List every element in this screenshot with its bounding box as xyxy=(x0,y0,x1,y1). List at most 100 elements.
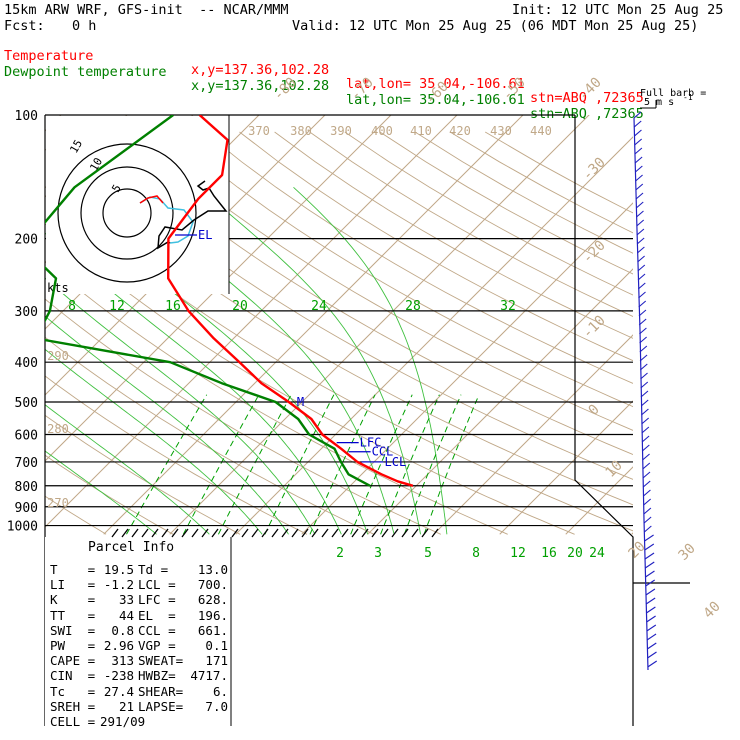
hatch-stub xyxy=(221,528,229,538)
wind-barb xyxy=(643,489,651,497)
parcel-info-cell: CELL = xyxy=(50,714,96,729)
wind-barb xyxy=(641,435,650,443)
mixing-ratio-label: 16 xyxy=(541,546,557,561)
mixing-ratio-line xyxy=(182,394,260,535)
hodograph-ring xyxy=(102,188,152,238)
hatch-stub xyxy=(171,528,179,538)
parcel-info-cell: 313 xyxy=(111,653,134,669)
isotherm-line xyxy=(45,115,392,462)
wind-barb xyxy=(645,597,656,605)
parcel-info-cell: 4717. xyxy=(190,668,228,684)
mixing-ratio-label: 8 xyxy=(472,546,480,561)
hatch-stub xyxy=(431,528,439,538)
wind-barb xyxy=(647,651,657,659)
wind-barb xyxy=(638,291,646,299)
theta-label: 380 xyxy=(290,124,312,138)
isotherm-line xyxy=(235,136,633,535)
theta-label: 400 xyxy=(371,124,393,138)
dry-adiabat-line xyxy=(274,131,633,339)
pressure-tick-label: 600 xyxy=(15,428,38,443)
moist-adiabat-label: 8 xyxy=(68,299,76,314)
wind-barb xyxy=(635,183,644,191)
theta-label: 420 xyxy=(449,124,471,138)
hatch-stub xyxy=(211,528,219,538)
wind-barb xyxy=(635,201,644,209)
hatch-stub xyxy=(261,528,269,538)
frame-right xyxy=(574,115,634,726)
parcel-box-bg xyxy=(45,537,231,727)
hodograph-trace-lower xyxy=(139,196,194,244)
parcel-info-cell: LFC = xyxy=(138,592,176,608)
wind-barb xyxy=(646,642,657,650)
dry-adiabat-line xyxy=(309,131,633,317)
wind-barb xyxy=(640,390,649,398)
parcel-info-cell: 0.1 xyxy=(205,638,228,653)
parcel-info-cell: 171 xyxy=(205,653,228,669)
wind-barb xyxy=(646,615,656,623)
wind-barb xyxy=(641,408,649,416)
mixing-ratio-line xyxy=(403,394,462,535)
parcel-info-cell: CIN = xyxy=(50,668,96,684)
hatch-stub xyxy=(161,528,169,538)
wind-barb xyxy=(642,462,651,470)
temperature-legend: Temperature x,y=137.36,102.28 lat,lon= 3… xyxy=(4,35,644,105)
dewpoint-legend-latlon: lat,lon= 35.04,-106.61 xyxy=(346,92,525,108)
wind-barb xyxy=(644,552,655,560)
wind-barb xyxy=(646,633,657,641)
dry-adiabat-line xyxy=(133,131,633,431)
barb-scale-label: Full barb = xyxy=(640,88,706,99)
hatch-stub xyxy=(131,528,139,538)
mixing-ratio-line xyxy=(423,394,480,535)
wind-barb xyxy=(634,165,643,173)
hatch-stub xyxy=(361,528,369,538)
mixing-ratio-label: 24 xyxy=(589,546,605,561)
parcel-info-cell: CAPE = xyxy=(50,653,96,669)
barb-scale-exp: -1 xyxy=(683,93,693,102)
dry-adiabat-line xyxy=(344,131,633,296)
parcel-info-cell: VGP = xyxy=(138,638,176,653)
wind-barb xyxy=(641,426,650,434)
parcel-info-cell: LCL = xyxy=(138,577,176,593)
hatch-stub xyxy=(311,528,319,538)
parcel-info-cell: 700. xyxy=(197,577,228,593)
parcel-info-cell: EL = xyxy=(138,607,176,623)
parcel-info-cell: SREH = xyxy=(50,698,96,714)
wind-barb xyxy=(645,570,655,578)
wind-barb xyxy=(644,561,655,569)
barb-scale-unit: 5 m s xyxy=(644,97,674,108)
temperature-legend-latlon: lat,lon= 35.04,-106.61 xyxy=(346,76,525,92)
mixing-ratio-label: 20 xyxy=(567,546,583,561)
hatch-stub xyxy=(191,528,199,538)
theta-label: 290 xyxy=(47,349,69,363)
isotherm-line xyxy=(45,115,458,528)
hatch-stub xyxy=(421,528,429,538)
model-title: 15km ARW WRF, GFS-init -- NCAR/MMM xyxy=(4,2,289,18)
hodograph-trace-low-level xyxy=(139,195,164,204)
isotherm-line xyxy=(631,532,633,535)
moist-adiabat-label: 32 xyxy=(500,299,516,314)
wind-barb xyxy=(646,606,656,614)
hatch-stub xyxy=(321,528,329,538)
parcel-info-cell: 291/09 xyxy=(100,714,146,729)
moist-adiabat-line xyxy=(293,186,448,535)
wind-barb xyxy=(643,507,652,515)
dewpoint-legend-label: Dewpoint temperature xyxy=(4,64,167,80)
hodograph-unit-label: kts xyxy=(47,281,69,295)
isotherm-label: -80 xyxy=(271,75,300,104)
parcel-info-cell: TT = xyxy=(50,607,96,623)
mixing-ratio-label: 12 xyxy=(510,546,526,561)
theta-label: 390 xyxy=(330,124,352,138)
temperature-legend-label: Temperature xyxy=(4,48,94,64)
wind-barb xyxy=(644,543,655,551)
parcel-info-cell: SWI = xyxy=(50,622,96,638)
parcel-info-cell: LI = xyxy=(50,577,96,593)
pressure-tick-label: 400 xyxy=(15,356,38,371)
hodograph-trace-upper xyxy=(157,180,228,250)
wind-barb xyxy=(640,399,649,407)
isotherm-line xyxy=(433,334,633,535)
isotherm-line xyxy=(0,96,14,534)
hatch-stub xyxy=(331,528,339,538)
mixing-ratio-line xyxy=(309,394,376,535)
dry-adiabat-line xyxy=(239,131,633,362)
